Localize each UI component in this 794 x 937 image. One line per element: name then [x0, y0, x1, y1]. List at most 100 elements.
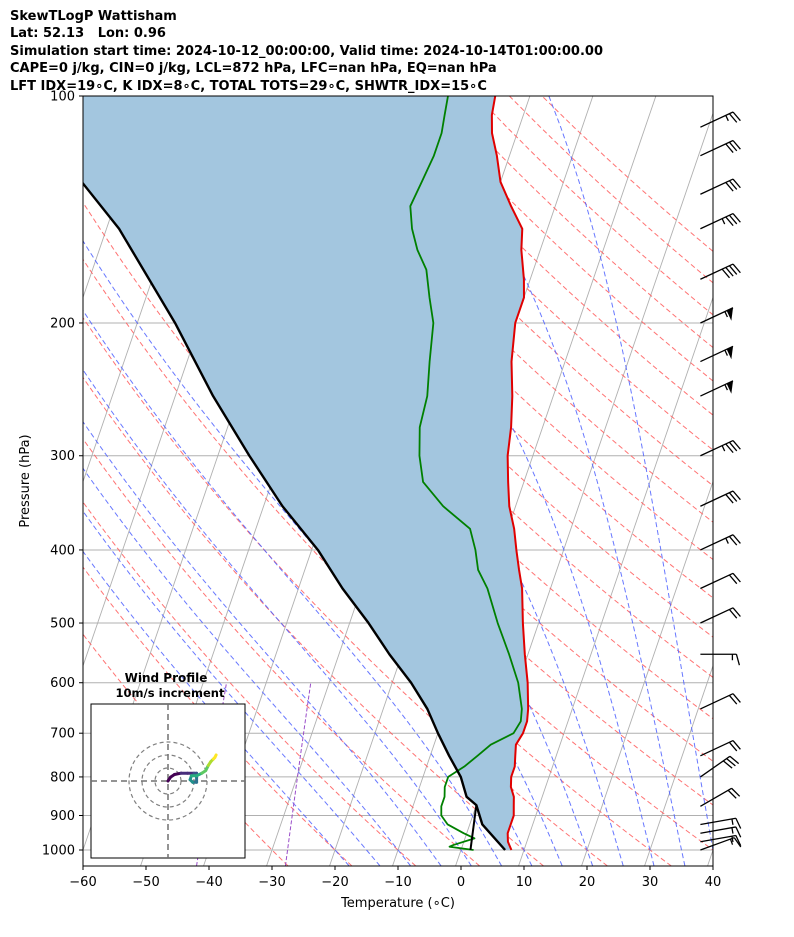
- wind-barb: [700, 212, 741, 230]
- barb-full: [728, 113, 738, 123]
- barb-full: [725, 143, 734, 153]
- chart-header: SkewTLogP Wattisham Lat: 52.13 Lon: 0.96 S…: [10, 8, 603, 95]
- barb-half: [729, 838, 734, 845]
- dry-adiabat: [345, 96, 713, 451]
- moist-adiabat: [83, 368, 472, 866]
- y-tick-label: 700: [50, 727, 75, 742]
- x-tick-label: −60: [69, 875, 96, 890]
- barb-flag: [726, 380, 734, 394]
- moist-adiabat: [548, 96, 713, 853]
- barb-half: [721, 218, 726, 225]
- barb-half: [724, 349, 728, 356]
- mixing-ratio-line: [284, 682, 312, 866]
- barb-staff: [700, 826, 736, 834]
- moist-adiabat: [83, 309, 503, 866]
- barb-half: [725, 115, 729, 122]
- x-tick-label: −50: [132, 875, 159, 890]
- barb-full: [732, 572, 741, 583]
- barb-full: [732, 693, 741, 703]
- x-tick-label: 20: [579, 875, 596, 890]
- barb-full: [728, 574, 738, 585]
- dry-adiabat: [541, 96, 713, 252]
- wind-barb: [700, 739, 741, 757]
- barb-staff: [700, 212, 734, 230]
- x-tick-label: 10: [516, 875, 533, 890]
- barb-half: [721, 445, 726, 452]
- isotherm-line: [581, 480, 713, 866]
- barb-full: [728, 609, 738, 619]
- barb-full: [725, 266, 734, 277]
- simulation-time: Simulation start time: 2024-10-12_00:00:…: [10, 43, 603, 59]
- wind-barb: [700, 490, 741, 507]
- wind-barb: [700, 837, 742, 851]
- y-tick-label: 100: [50, 90, 75, 105]
- moist-adiabat: [283, 96, 655, 866]
- barb-full: [735, 817, 742, 829]
- barb-half: [731, 827, 734, 834]
- barb-full: [731, 787, 741, 797]
- x-tick-label: 40: [705, 875, 722, 890]
- profile-lines: [83, 96, 530, 851]
- x-tick-label: −30: [258, 875, 285, 890]
- y-tick-label: 1000: [42, 844, 75, 859]
- y-tick-label: 300: [50, 449, 75, 464]
- barb-half: [724, 311, 728, 318]
- x-tick-label: −10: [384, 875, 411, 890]
- barb-full: [735, 654, 741, 666]
- barb-flag: [726, 346, 734, 360]
- barb-half: [724, 384, 728, 391]
- barb-staff: [700, 534, 734, 551]
- x-tick-label: 0: [457, 875, 465, 890]
- y-tick-label: 200: [50, 316, 75, 331]
- temperature-line: [490, 96, 530, 851]
- x-tick-label: −40: [195, 875, 222, 890]
- barb-full: [733, 837, 742, 848]
- barb-half: [731, 818, 734, 825]
- wind-barb: [700, 307, 734, 324]
- y-axis-label: Pressure (hPa): [18, 434, 33, 527]
- barb-full: [732, 740, 741, 750]
- chart-title: SkewTLogP Wattisham: [10, 9, 177, 24]
- wind-barb: [700, 787, 741, 807]
- barb-full: [732, 263, 741, 274]
- wind-barb: [700, 826, 742, 838]
- dry-adiabat: [83, 258, 672, 866]
- barb-full: [732, 607, 741, 617]
- isotherm-line: [83, 96, 90, 115]
- barb-staff: [700, 439, 734, 457]
- barb-full: [735, 835, 742, 847]
- barb-staff: [700, 139, 734, 157]
- shaded-area: [83, 96, 529, 850]
- barb-staff: [700, 178, 734, 195]
- barb-staff: [700, 263, 734, 280]
- barb-full: [732, 111, 741, 122]
- barb-full: [732, 440, 741, 450]
- barb-full: [735, 826, 742, 838]
- inset-title: Wind Profile: [125, 671, 208, 685]
- cape-cin-shading: [83, 96, 529, 850]
- barb-staff: [700, 787, 732, 807]
- barb-staff: [700, 111, 734, 128]
- barb-full: [728, 180, 738, 190]
- barb-half: [725, 537, 729, 544]
- barb-staff: [700, 693, 734, 710]
- wind-barb: [700, 380, 734, 397]
- wind-barb: [700, 263, 741, 280]
- barb-full: [729, 755, 740, 765]
- dry-adiabat: [83, 438, 481, 866]
- wind-barb: [700, 834, 742, 847]
- barb-staff: [700, 837, 735, 851]
- barb-staff: [700, 490, 734, 507]
- barb-staff: [700, 834, 736, 843]
- isotherm-line: [83, 96, 153, 299]
- wind-barb: [700, 534, 741, 551]
- y-axis-ticks: 100 200 300 400 500 600 700 800 900 1000: [42, 90, 83, 859]
- barb-staff: [700, 572, 734, 590]
- station-coordinates: Lat: 52.13 Lon: 0.96: [10, 26, 166, 42]
- barb-full: [726, 758, 736, 767]
- wind-barb: [700, 693, 741, 710]
- wind-barb: [700, 755, 740, 778]
- moist-adiabat: [83, 420, 442, 866]
- barb-full: [725, 216, 734, 227]
